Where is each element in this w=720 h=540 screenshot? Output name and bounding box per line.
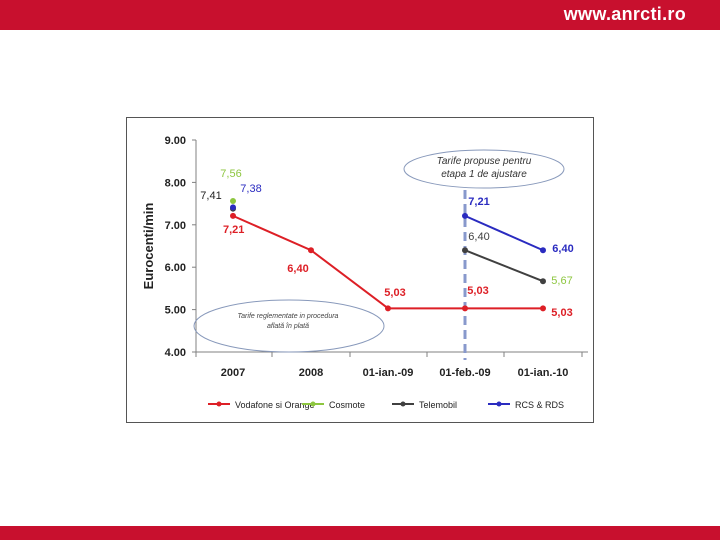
legend-label: Cosmote <box>329 400 365 410</box>
x-tick-label: 2008 <box>299 367 323 379</box>
y-tick-label: 6.00 <box>165 262 186 274</box>
data-label: 6,40 <box>287 263 308 275</box>
legend-swatch-dot <box>216 401 222 407</box>
annotation-ellipse-regulated <box>193 299 385 353</box>
data-point <box>462 305 468 312</box>
data-label: 6,40 <box>468 231 489 243</box>
footer-bar <box>0 526 720 540</box>
data-label: 5,03 <box>551 307 572 319</box>
annotation-regulated-line1: Tarife reglementate in procedura <box>238 313 339 320</box>
data-point <box>540 247 546 254</box>
series-line-2 <box>464 249 544 283</box>
data-label: 5,03 <box>384 287 405 299</box>
legend-swatch-dot <box>400 401 406 407</box>
data-label: 7,21 <box>468 196 489 208</box>
y-tick-label: 7.00 <box>165 220 186 232</box>
legend-swatch-dot <box>496 401 502 407</box>
annotation-proposed-line2: etapa 1 de ajustare <box>441 169 527 180</box>
data-label: 6,40 <box>552 243 573 255</box>
data-label: 7,41 <box>200 190 221 202</box>
legend-swatch-dot <box>310 401 316 407</box>
data-point <box>540 278 546 285</box>
y-tick-label: 8.00 <box>165 177 186 189</box>
header-bar: www.anrcti.ro <box>0 0 720 30</box>
data-point <box>230 204 236 211</box>
site-url[interactable]: www.anrcti.ro <box>563 4 686 24</box>
data-point <box>385 305 391 312</box>
data-point <box>540 305 546 312</box>
data-label: 5,67 <box>551 275 572 287</box>
annotation-ellipse-proposed <box>403 149 565 189</box>
y-axis-label: Eurocenti/min <box>141 203 156 290</box>
y-tick-label: 5.00 <box>165 305 186 317</box>
data-point <box>462 212 468 219</box>
annotation-regulated-line2: aflată în plată <box>267 323 309 330</box>
data-label: 5,03 <box>467 285 488 297</box>
y-tick-label: 9.00 <box>165 135 186 147</box>
data-point <box>230 212 236 219</box>
y-tick-label: 4.00 <box>165 347 186 359</box>
legend-label: RCS & RDS <box>515 400 564 410</box>
series-line-3 <box>464 214 544 252</box>
data-point <box>462 247 468 254</box>
x-tick-label: 01-ian.-09 <box>363 367 414 379</box>
x-tick-label: 01-feb.-09 <box>439 367 490 379</box>
data-label: 7,21 <box>223 224 244 236</box>
x-tick-label: 2007 <box>221 367 245 379</box>
data-point <box>308 247 314 254</box>
data-point <box>230 198 236 205</box>
legend-label: Telemobil <box>419 400 457 410</box>
data-label: 7,38 <box>240 183 261 195</box>
data-label: 7,56 <box>220 168 241 180</box>
x-tick-label: 01-ian.-10 <box>518 367 569 379</box>
legend-label: Vodafone si Orange <box>235 400 315 410</box>
annotation-proposed-line1: Tarife propuse pentru <box>437 156 532 167</box>
